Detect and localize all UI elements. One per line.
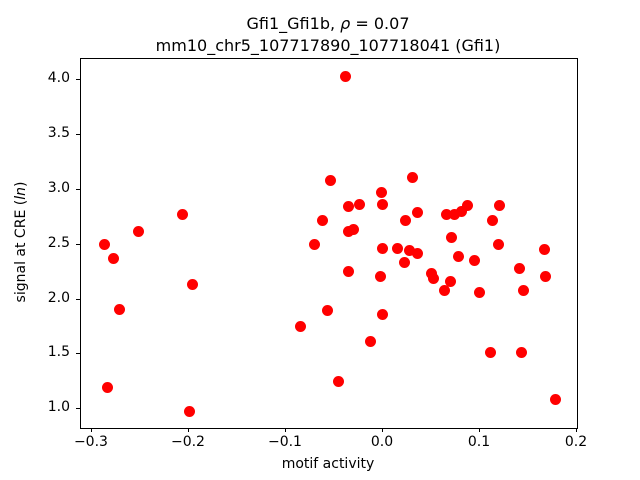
x-tick-mark	[576, 428, 577, 432]
data-point	[473, 287, 485, 299]
data-point	[446, 231, 458, 243]
plot-area	[80, 58, 578, 429]
x-tick-mark	[187, 428, 189, 432]
chart-title: Gfi1_Gfi1b, ρ = 0.07	[246, 14, 410, 33]
data-point	[438, 285, 450, 297]
data-point	[540, 271, 552, 283]
data-point	[412, 248, 424, 260]
data-point	[518, 285, 530, 297]
y-tick-mark	[76, 408, 80, 410]
data-point	[392, 242, 404, 254]
data-point	[461, 199, 473, 211]
data-point	[550, 393, 562, 405]
x-tick-mark	[90, 428, 92, 432]
y-tick-mark	[76, 298, 80, 300]
data-point	[322, 304, 334, 316]
x-tick-label: −0.2	[170, 434, 205, 450]
data-point	[348, 223, 360, 235]
data-point	[308, 239, 320, 251]
data-point	[453, 251, 465, 263]
y-tick-label: 2.5	[47, 234, 70, 251]
x-axis-label: motif activity	[281, 456, 375, 472]
data-point	[403, 244, 415, 256]
data-point	[101, 381, 113, 393]
y-tick-label: 3.5	[47, 125, 70, 142]
data-point	[398, 256, 410, 268]
data-point	[445, 276, 457, 288]
data-point	[325, 174, 337, 186]
y-tick-label: 1.0	[47, 399, 70, 416]
x-tick-label: 0.1	[467, 434, 491, 450]
data-point	[99, 239, 111, 251]
data-point	[485, 346, 497, 358]
data-point	[377, 198, 389, 210]
data-point	[133, 226, 145, 238]
data-point	[354, 198, 366, 210]
data-point	[342, 200, 354, 212]
data-point	[412, 207, 424, 219]
y-tick-mark	[76, 353, 80, 355]
rho-symbol: ρ	[340, 14, 351, 33]
data-point	[342, 226, 354, 238]
data-point	[449, 208, 461, 220]
y-tick-label: 2.0	[47, 289, 70, 306]
data-point	[317, 215, 329, 227]
x-tick-label: 0.2	[564, 434, 588, 450]
data-point	[176, 208, 188, 220]
data-point	[516, 346, 528, 358]
data-point	[364, 335, 376, 347]
y-tick-label: 1.5	[47, 344, 70, 361]
data-point	[339, 70, 351, 82]
data-point	[107, 253, 119, 265]
y-tick-mark	[76, 188, 80, 190]
data-point	[539, 243, 551, 255]
data-point	[399, 215, 411, 227]
data-point	[427, 273, 439, 285]
x-tick-mark	[381, 428, 383, 432]
data-point	[492, 239, 504, 251]
data-point	[377, 242, 389, 254]
data-point	[113, 303, 125, 315]
data-point	[487, 215, 499, 227]
data-point	[406, 172, 418, 184]
data-point	[187, 278, 199, 290]
data-point	[342, 265, 354, 277]
x-tick-label: −0.3	[73, 434, 108, 450]
data-point	[468, 254, 480, 266]
y-tick-mark	[76, 134, 80, 136]
y-tick-mark	[76, 243, 80, 245]
data-point	[514, 263, 526, 275]
data-point	[332, 376, 344, 388]
x-tick-label: −0.1	[267, 434, 302, 450]
data-point	[295, 321, 307, 333]
x-tick-label: 0.0	[370, 434, 394, 450]
x-tick-mark	[478, 428, 480, 432]
y-tick-label: 4.0	[47, 70, 70, 87]
x-tick-mark	[284, 428, 286, 432]
chart-subtitle: mm10_chr5_107717890_107718041 (Gfi1)	[155, 36, 501, 55]
data-point	[456, 206, 468, 218]
data-point	[493, 199, 505, 211]
chart-title-block: Gfi1_Gfi1b, ρ = 0.07 mm10_chr5_107717890…	[80, 13, 576, 57]
data-point	[377, 309, 389, 321]
y-tick-label: 3.0	[47, 179, 70, 196]
data-point	[184, 405, 196, 417]
data-point	[440, 208, 452, 220]
data-point	[375, 186, 387, 198]
data-point	[374, 271, 386, 283]
y-tick-mark	[76, 79, 80, 81]
